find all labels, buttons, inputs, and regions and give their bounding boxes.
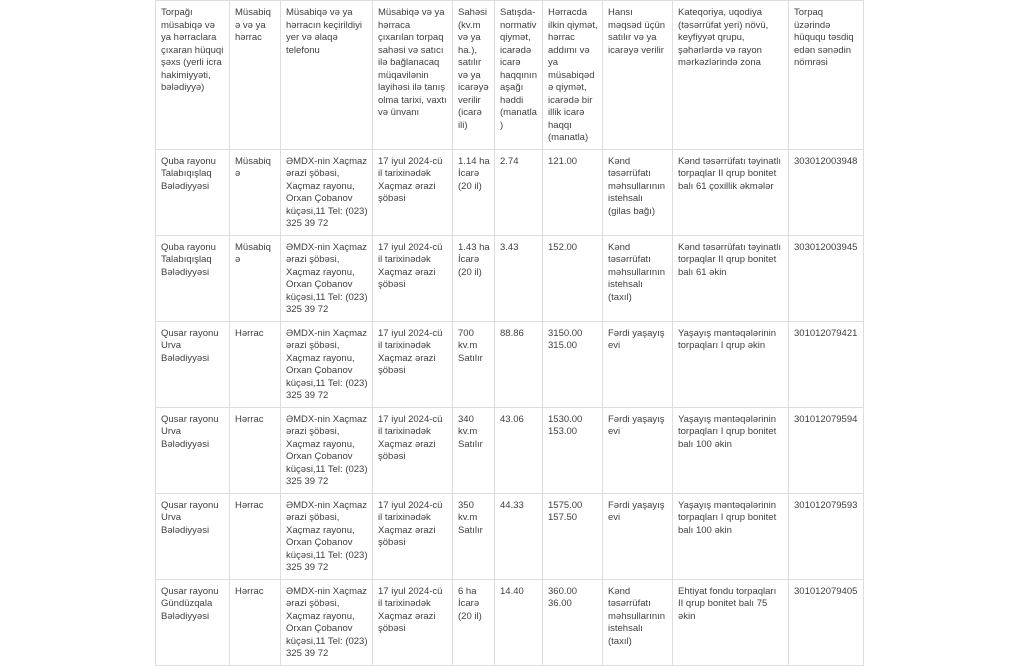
table-cell: 301012079594 [788,406,864,494]
header-normative-price: Satışda-normativ qiymət, icarədə icarə h… [494,0,543,150]
header-type: Müsabiqə və ya hərrac [229,0,281,150]
table-cell: ƏMDX-nin Xaçmaz ərazi şöbəsi, Xaçmaz ray… [280,234,373,322]
table-cell: 6 ha İcarə (20 il) [452,578,495,666]
table-cell: Hərrac [229,406,281,494]
table-cell: Kənd təsərrüfatı məhsullarının istehsalı… [602,148,673,236]
table-cell: 3150.00 315.00 [542,320,603,408]
table-cell: Kənd təsərrüfatı təyinatlı torpaqlar II … [672,234,789,322]
table-cell: Quba rayonu Talabıqışlaq Bələdiyyəsi [155,234,230,322]
table-cell: Hərrac [229,578,281,666]
table-cell: 17 iyul 2024-cü il tarixinədək Xaçmaz ər… [372,148,453,236]
table-cell: 17 iyul 2024-cü il tarixinədək Xaçmaz ər… [372,234,453,322]
table-cell: Ehtiyat fondu torpaqları II qrup bonitet… [672,578,789,666]
table-cell: Yaşayış məntəqələrinin torpaqları I qrup… [672,406,789,494]
table-row: Qusar rayonu Urva Bələdiyyəsi Hərrac ƏMDX-… [155,320,864,408]
table-cell: 121.00 [542,148,603,236]
table-cell: Kənd təsərrüfatı təyinatlı torpaqlar II … [672,148,789,236]
table-cell: Hərrac [229,320,281,408]
table-cell: ƏMDX-nin Xaçmaz ərazi şöbəsi, Xaçmaz ray… [280,320,373,408]
table-cell: Fərdi yaşayış evi [602,492,673,580]
header-issuer: Torpağı müsabiqə və ya hərraclara çıxara… [155,0,230,150]
table-cell: 301012079593 [788,492,864,580]
table-cell: ƏMDX-nin Xaçmaz ərazi şöbəsi, Xaçmaz ray… [280,406,373,494]
table-cell: ƏMDX-nin Xaçmaz ərazi şöbəsi, Xaçmaz ray… [280,492,373,580]
table-cell: Fərdi yaşayış evi [602,406,673,494]
table-cell: 340 kv.m Satılır [452,406,495,494]
table-cell: Hərrac [229,492,281,580]
table-cell: 1.43 ha İcarə (20 il) [452,234,495,322]
table-body: Quba rayonu Talabıqışlaq Bələdiyyəsi Müsa… [155,148,864,666]
table-cell: ƏMDX-nin Xaçmaz ərazi şöbəsi, Xaçmaz ray… [280,578,373,666]
table-cell: Müsabiqə [229,148,281,236]
header-purpose: Hansı məqsəd üçün satılır və ya icarəyə … [602,0,673,150]
table-cell: Yaşayış məntəqələrinin torpaqları I qrup… [672,320,789,408]
header-initial-price: Hərracda ilkin qiymət, hərrac addımı və … [542,0,603,150]
table-row: Qusar rayonu Gündüzqala Bələdiyyəsi Hərra… [155,578,864,666]
table-row: Quba rayonu Talabıqışlaq Bələdiyyəsi Müsa… [155,234,864,322]
table-cell: Müsabiqə [229,234,281,322]
table-cell: 360.00 36.00 [542,578,603,666]
table-cell: 44.33 [494,492,543,580]
table-cell: 350 kv.m Satılır [452,492,495,580]
table-cell: Qusar rayonu Urva Bələdiyyəsi [155,492,230,580]
table-header-row: Torpağı müsabiqə və ya hərraclara çıxara… [155,0,864,150]
table-cell: Fərdi yaşayış evi [602,320,673,408]
header-document-number: Torpaq üzərində hüququ təsdiq edən sənəd… [788,0,864,150]
table-row: Qusar rayonu Urva Bələdiyyəsi Hərrac ƏMDX-… [155,492,864,580]
table-cell: Kənd təsərrüfatı məhsullarının istehsalı… [602,234,673,322]
table-cell: 17 iyul 2024-cü il tarixinədək Xaçmaz ər… [372,406,453,494]
table-cell: 2.74 [494,148,543,236]
table-cell: 1575.00 157.50 [542,492,603,580]
table-cell: 700 kv.m Satılır [452,320,495,408]
table-cell: 152.00 [542,234,603,322]
table-cell: 14.40 [494,578,543,666]
header-area: Sahəsi (kv.m və ya ha.), satılır və ya i… [452,0,495,150]
table-cell: 1.14 ha İcarə (20 il) [452,148,495,236]
table-row: Quba rayonu Talabıqışlaq Bələdiyyəsi Müsa… [155,148,864,236]
table-cell: 43.06 [494,406,543,494]
header-review-info: Müsabiqə və ya hərraca çıxarılan torpaq … [372,0,453,150]
table-cell: Qusar rayonu Gündüzqala Bələdiyyəsi [155,578,230,666]
header-venue-contact: Müsabiqə və ya hərracın keçirildiyi yer … [280,0,373,150]
table-cell: 1530.00 153.00 [542,406,603,494]
table-cell: Quba rayonu Talabıqışlaq Bələdiyyəsi [155,148,230,236]
table-cell: 301012079421 [788,320,864,408]
table-cell: Qusar rayonu Urva Bələdiyyəsi [155,320,230,408]
table-cell: 303012003945 [788,234,864,322]
table-cell: 17 iyul 2024-cü il tarixinədək Xaçmaz ər… [372,578,453,666]
table-cell: Qusar rayonu Urva Bələdiyyəsi [155,406,230,494]
land-auction-table-container: Torpağı müsabiqə və ya hərraclara çıxara… [155,0,864,666]
land-auction-table: Torpağı müsabiqə və ya hərraclara çıxara… [155,0,864,666]
table-cell: ƏMDX-nin Xaçmaz ərazi şöbəsi, Xaçmaz ray… [280,148,373,236]
table-cell: 17 iyul 2024-cü il tarixinədək Xaçmaz ər… [372,320,453,408]
table-cell: 88.86 [494,320,543,408]
table-cell: Yaşayış məntəqələrinin torpaqları I qrup… [672,492,789,580]
table-cell: 303012003948 [788,148,864,236]
table-row: Qusar rayonu Urva Bələdiyyəsi Hərrac ƏMDX-… [155,406,864,494]
table-cell: Kənd təsərrüfatı məhsullarının istehsalı… [602,578,673,666]
table-cell: 301012079405 [788,578,864,666]
table-cell: 17 iyul 2024-cü il tarixinədək Xaçmaz ər… [372,492,453,580]
header-category: Kateqoriya, uqodiya (təsərrüfat yeri) nö… [672,0,789,150]
table-cell: 3.43 [494,234,543,322]
